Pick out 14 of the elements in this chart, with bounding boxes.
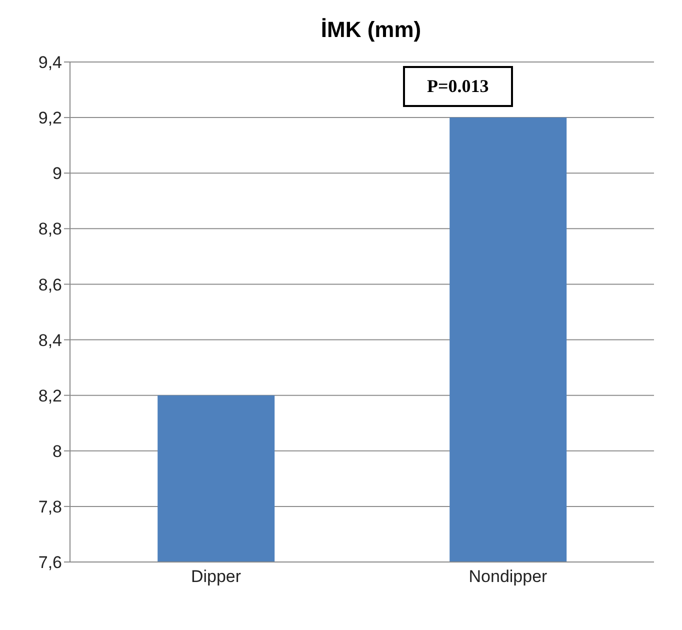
y-tick-label: 8,8 (38, 220, 62, 239)
y-tick-label: 8 (52, 442, 62, 461)
y-tick-label: 8,6 (38, 275, 62, 294)
y-tick-label: 9 (52, 164, 62, 184)
y-tick-label: 8,2 (38, 386, 62, 406)
y-tick-label: 9,2 (38, 108, 62, 128)
chart-title: İMK (mm) (320, 16, 422, 44)
y-tick-label: 9,4 (38, 53, 62, 72)
annotation: P=0.013 (403, 66, 513, 107)
y-tick-label: 7,8 (38, 497, 62, 516)
y-tick-label: 7,6 (38, 553, 62, 572)
x-tick-label: Dipper (190, 567, 242, 586)
y-tick-label: 8,4 (38, 330, 62, 350)
x-tick-label: Nondipper (468, 567, 548, 586)
